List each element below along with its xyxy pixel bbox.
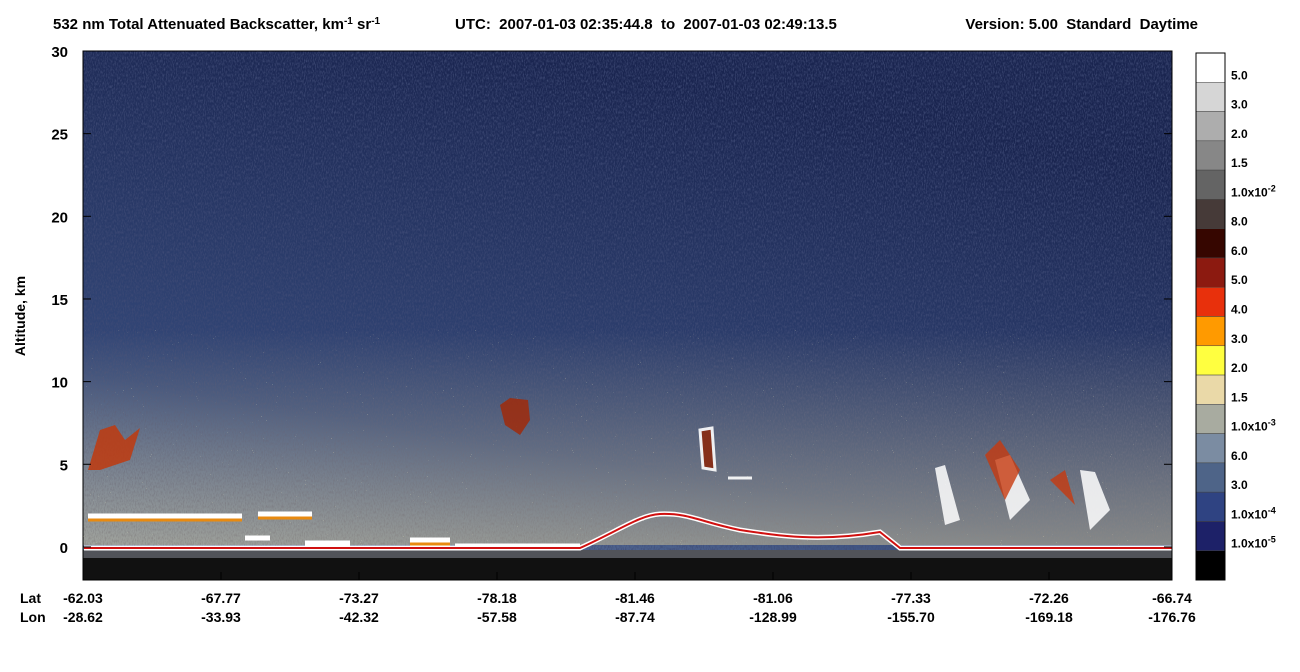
colorbar-label: 1.0x10-3 (1231, 418, 1276, 434)
x-row-name: Lon (20, 609, 46, 625)
x-tick-label: -73.27 (339, 590, 379, 606)
y-tick-label: 15 (51, 292, 68, 309)
colorbar-label: 3.0 (1231, 98, 1248, 112)
colorbar-swatch (1195, 345, 1226, 376)
colorbar-label-part: 6.0 (1231, 244, 1248, 258)
colorbar-label-part: 1.0x10 (1231, 185, 1268, 199)
y-tick-label: 0 (60, 540, 68, 557)
colorbar-label: 1.5 (1231, 156, 1248, 170)
colorbar-swatch (1195, 550, 1226, 581)
colorbar-label-part: 1.5 (1231, 156, 1248, 170)
colorbar-label: 6.0 (1231, 449, 1248, 463)
title-part: -1 (371, 16, 380, 27)
colorbar-swatch (1195, 228, 1226, 259)
colorbar-swatch (1195, 140, 1226, 171)
x-tick-label: -33.93 (201, 609, 241, 625)
colorbar-swatch (1195, 111, 1226, 142)
colorbar-label: 1.5 (1231, 390, 1248, 404)
title-part: sr (353, 16, 372, 33)
y-tick-label: 20 (51, 209, 68, 226)
colorbar-swatch (1195, 169, 1226, 200)
colorbar-swatch (1195, 433, 1226, 464)
colorbar-label: 5.0 (1231, 68, 1248, 82)
title-part: -1 (344, 16, 353, 27)
colorbar-label-part: 1.5 (1231, 390, 1248, 404)
colorbar-label: 2.0 (1231, 127, 1248, 141)
colorbar-label: 8.0 (1231, 215, 1248, 229)
chart-title: 532 nm Total Attenuated Backscatter, km-… (53, 16, 381, 34)
colorbar-label: 2.0 (1231, 361, 1248, 375)
x-tick-label: -72.26 (1029, 590, 1069, 606)
colorbar-label-part: 2.0 (1231, 361, 1248, 375)
utc-range: UTC: 2007-01-03 02:35:44.8 to 2007-01-03… (455, 16, 837, 33)
colorbar-swatch (1195, 491, 1226, 522)
x-row-name: Lat (20, 590, 41, 606)
x-tick-label: -66.74 (1152, 590, 1192, 606)
x-tick-label: -155.70 (887, 609, 935, 625)
colorbar-label: 1.0x10-4 (1231, 505, 1276, 521)
x-tick-label: -78.18 (477, 590, 517, 606)
colorbar-label-part: -5 (1268, 535, 1276, 545)
colorbar-label-part: 3.0 (1231, 332, 1248, 346)
colorbar-swatch (1195, 462, 1226, 493)
colorbar-label: 5.0 (1231, 273, 1248, 287)
colorbar-swatch (1195, 52, 1226, 83)
colorbar-label-part: 6.0 (1231, 449, 1248, 463)
y-tick-label: 10 (51, 375, 68, 392)
colorbar-label-part: 3.0 (1231, 98, 1248, 112)
colorbar-label-part: 5.0 (1231, 273, 1248, 287)
x-tick-label: -176.76 (1148, 609, 1196, 625)
colorbar-label-part: 1.0x10 (1231, 537, 1268, 551)
x-tick-label: -42.32 (339, 609, 379, 625)
title-part: 532 nm Total Attenuated Backscatter, km (53, 16, 344, 33)
colorbar-swatch (1195, 286, 1226, 317)
colorbar-label-part: 3.0 (1231, 478, 1248, 492)
colorbar-swatch (1195, 257, 1226, 288)
y-tick-label: 5 (60, 457, 68, 474)
colorbar-label-part: 8.0 (1231, 215, 1248, 229)
colorbar-label-part: -3 (1268, 418, 1276, 428)
y-tick-label: 30 (51, 44, 68, 61)
x-tick-label: -87.74 (615, 609, 655, 625)
colorbar-swatch (1195, 374, 1226, 405)
colorbar-label: 3.0 (1231, 478, 1248, 492)
x-tick-label: -128.99 (749, 609, 797, 625)
version-info: Version: 5.00 Standard Daytime (965, 16, 1198, 33)
colorbar-swatch (1195, 199, 1226, 229)
colorbar-swatch (1195, 521, 1226, 551)
x-tick-label: -62.03 (63, 590, 103, 606)
colorbar-label-part: -4 (1268, 505, 1276, 515)
colorbar-frame (1195, 52, 1226, 581)
colorbar-label-part: 1.0x10 (1231, 507, 1268, 521)
x-tick-label: -169.18 (1025, 609, 1073, 625)
colorbar-label-part: 4.0 (1231, 303, 1248, 317)
colorbar-swatch (1195, 82, 1226, 112)
colorbar-label: 1.0x10-2 (1231, 183, 1276, 199)
colorbar-swatch (1195, 316, 1226, 347)
x-tick-label: -81.46 (615, 590, 655, 606)
curtain-image (83, 51, 1172, 580)
colorbar-label-part: 5.0 (1231, 68, 1248, 82)
colorbar-label: 3.0 (1231, 332, 1248, 346)
colorbar-swatch (1195, 404, 1226, 434)
plot-frame (82, 50, 1173, 581)
colorbar-label: 6.0 (1231, 244, 1248, 258)
colorbar-label-part: 1.0x10 (1231, 420, 1268, 434)
colorbar-label-part: -2 (1268, 183, 1276, 193)
x-tick-label: -67.77 (201, 590, 241, 606)
x-tick-label: -77.33 (891, 590, 931, 606)
y-tick-label: 25 (51, 127, 68, 144)
x-tick-label: -28.62 (63, 609, 103, 625)
colorbar-label: 4.0 (1231, 303, 1248, 317)
colorbar-label: 1.0x10-5 (1231, 535, 1276, 551)
y-axis-label: Altitude, km (12, 276, 28, 356)
x-tick-label: -57.58 (477, 609, 517, 625)
x-tick-label: -81.06 (753, 590, 793, 606)
colorbar-label-part: 2.0 (1231, 127, 1248, 141)
